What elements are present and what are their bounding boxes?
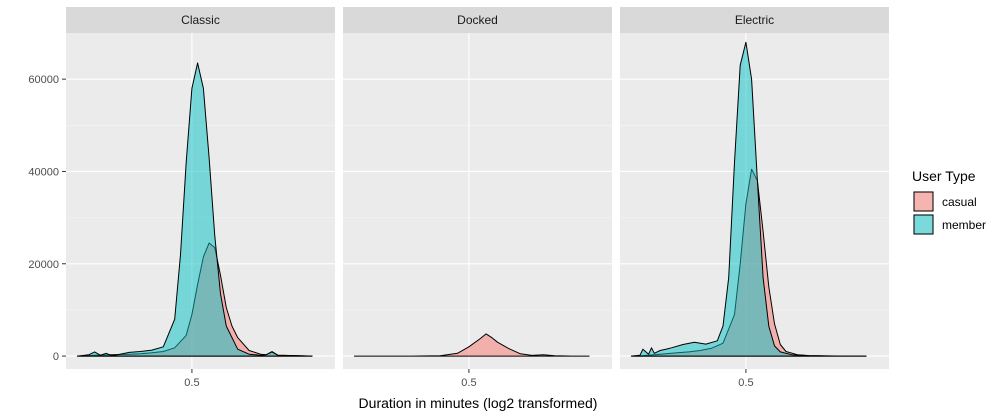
density-member-electric: [630, 41, 867, 357]
density-member-classic: [76, 62, 313, 357]
x-tick-label: 0.5: [184, 377, 199, 389]
legend-key-member: [913, 214, 934, 235]
density-casual-docked: [353, 333, 590, 357]
legend-label-casual: casual: [942, 195, 977, 209]
y-tick-label: 20000: [28, 259, 59, 271]
x-tick-label: 0.5: [738, 377, 753, 389]
legend-label-member: member: [942, 218, 986, 232]
panel-classic: Classic: [66, 7, 335, 369]
facet-label: Electric: [735, 13, 774, 27]
y-tick-label: 40000: [28, 166, 59, 178]
legend: User Type casual member: [912, 168, 986, 235]
x-tick-label: 0.5: [461, 377, 476, 389]
panel-docked: Docked: [343, 7, 612, 369]
y-tick-label: 60000: [28, 74, 59, 86]
facet-label: Classic: [181, 13, 220, 27]
facet-label: Docked: [457, 13, 498, 27]
x-axis-title: Duration in minutes (log2 transformed): [359, 395, 598, 411]
facet-strip: [620, 7, 889, 33]
y-axis: 0 20000 40000 60000: [28, 74, 66, 363]
legend-key-casual: [913, 191, 934, 212]
x-axis: 0.5 0.5 0.5: [184, 369, 754, 389]
panel-electric: Electric: [620, 7, 889, 369]
facet-strip: [66, 7, 335, 33]
facet-strip: [343, 7, 612, 33]
panel-background: [343, 33, 612, 369]
legend-title: User Type: [912, 168, 976, 184]
panels-layer: Classic Docked Electric: [66, 7, 889, 369]
y-tick-label: 0: [53, 351, 59, 363]
